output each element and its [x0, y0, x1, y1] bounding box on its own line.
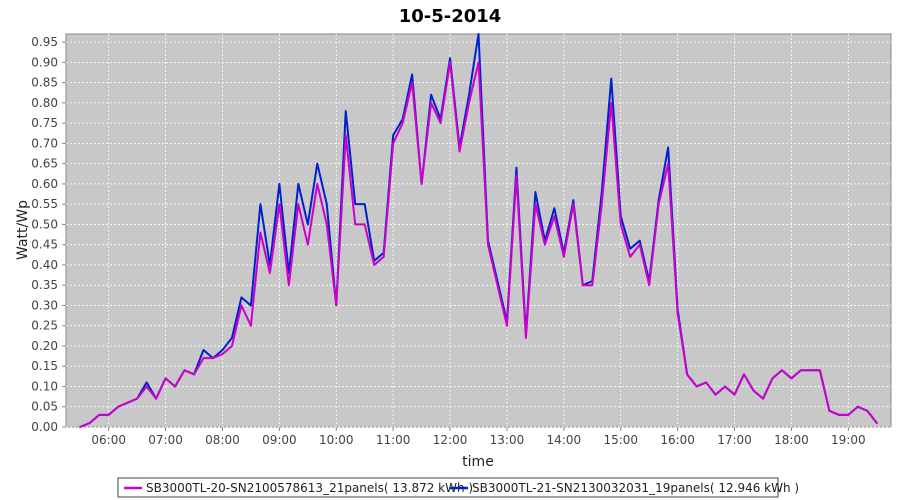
- x-tick-label: 11:00: [376, 433, 411, 447]
- plot-background: [65, 33, 892, 428]
- x-tick-label: 06:00: [91, 433, 126, 447]
- x-tick-label: 07:00: [148, 433, 183, 447]
- y-tick-label: 0.65: [31, 157, 58, 171]
- x-tick-label: 10:00: [319, 433, 354, 447]
- legend-label-2: SB3000TL-21-SN2130032031_19panels( 12.94…: [472, 481, 799, 495]
- y-tick-label: 0.05: [31, 400, 58, 414]
- y-tick-label: 0.60: [31, 177, 58, 191]
- y-tick-label: 0.80: [31, 96, 58, 110]
- y-tick-label: 0.30: [31, 298, 58, 312]
- x-tick-label: 19:00: [831, 433, 866, 447]
- y-tick-label: 0.15: [31, 359, 58, 373]
- y-tick-label: 0.00: [31, 420, 58, 434]
- x-tick-label: 09:00: [262, 433, 297, 447]
- x-tick-label: 18:00: [774, 433, 809, 447]
- y-tick-label: 0.75: [31, 116, 58, 130]
- y-tick-label: 0.25: [31, 319, 58, 333]
- y-tick-label: 0.20: [31, 339, 58, 353]
- plot-area: 0.00 0.05 0.10 0.15 0.20 0.25 0.30 0.35 0.40 0.45…: [31, 33, 892, 447]
- y-tick-label: 0.45: [31, 238, 58, 252]
- chart-title: 10-5-2014: [399, 6, 502, 27]
- x-tick-label: 08:00: [205, 433, 240, 447]
- y-tick-label: 0.35: [31, 278, 58, 292]
- y-axis-title: Watt/Wp: [15, 200, 31, 260]
- x-tick-label: 13:00: [490, 433, 525, 447]
- x-tick-label: 16:00: [660, 433, 695, 447]
- legend-label-1: SB3000TL-20-SN2100578613_21panels( 13.87…: [146, 481, 473, 495]
- x-tick-label: 12:00: [433, 433, 468, 447]
- y-tick-label: 0.55: [31, 197, 58, 211]
- series-line-1: [79, 61, 878, 428]
- legend-box: [117, 477, 779, 498]
- x-tick-label: 17:00: [717, 433, 752, 447]
- y-tick-label: 0.50: [31, 217, 58, 231]
- y-tick-label: 0.90: [31, 55, 58, 69]
- y-tick-label: 0.10: [31, 379, 58, 393]
- y-tick-label: 0.95: [31, 35, 58, 49]
- y-tick-label: 0.85: [31, 76, 58, 90]
- y-tick-label: 0.70: [31, 136, 58, 150]
- x-axis-title: time: [462, 454, 494, 470]
- x-tick-label: 14:00: [547, 433, 582, 447]
- y-tick-label: 0.40: [31, 258, 58, 272]
- legend: SB3000TL-20-SN2100578613_21panels( 13.87…: [117, 477, 799, 498]
- x-tick-label: 15:00: [603, 433, 638, 447]
